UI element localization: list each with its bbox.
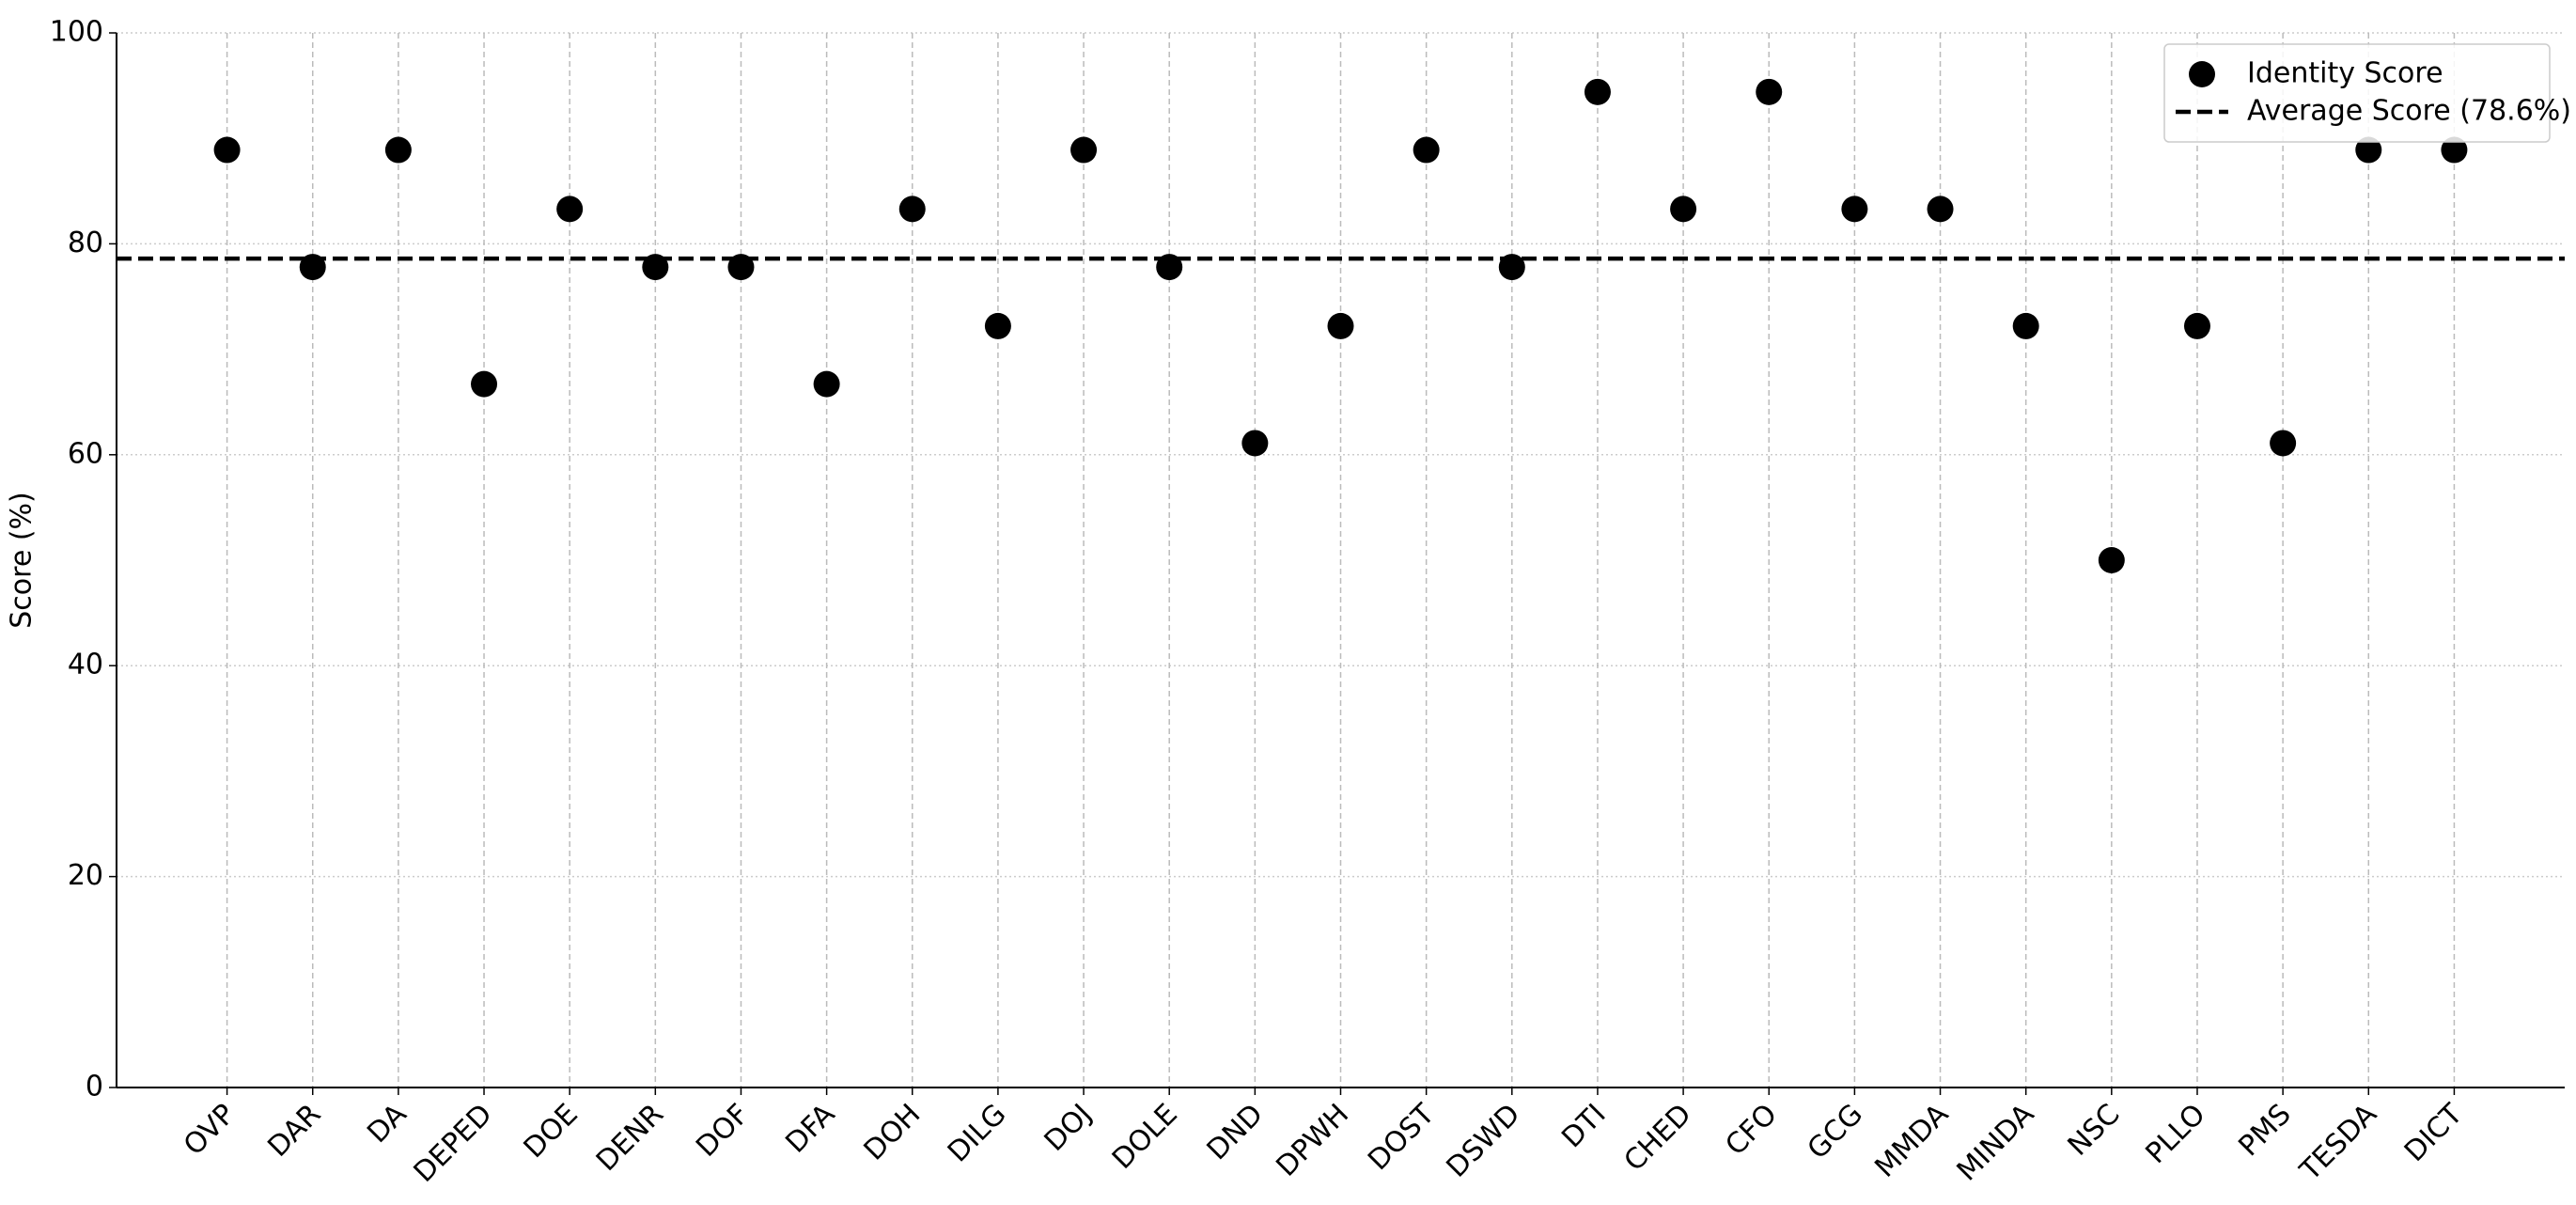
data-point (642, 254, 669, 281)
data-point (1327, 312, 1354, 339)
data-point (1927, 196, 1954, 223)
x-tick-label: PLLO (2140, 1098, 2212, 1170)
data-point (213, 136, 241, 164)
data-point (2270, 430, 2297, 457)
x-tick-label: TESDA (2293, 1098, 2383, 1188)
x-tick-label: DEPED (408, 1098, 499, 1189)
data-point (1584, 78, 1611, 105)
data-point (384, 136, 412, 164)
data-point (1756, 78, 1783, 105)
data-point (556, 196, 584, 223)
data-point (727, 254, 755, 281)
x-tick-label: DFA (779, 1098, 841, 1160)
x-tick-label: CFO (1719, 1098, 1783, 1162)
data-point (2183, 312, 2210, 339)
data-point (471, 370, 498, 398)
data-point (1498, 254, 1525, 281)
data-point (2441, 136, 2468, 164)
data-point (984, 312, 1011, 339)
data-point (1241, 430, 1269, 457)
x-tick-label: DAR (261, 1098, 327, 1164)
y-tick-label: 40 (68, 649, 103, 681)
x-tick-label: GCG (1802, 1098, 1869, 1166)
x-tick-label: DSWD (1441, 1098, 1527, 1184)
data-point (1156, 254, 1183, 281)
y-tick-label: 0 (86, 1071, 103, 1103)
data-point (1070, 136, 1098, 164)
data-point (813, 370, 840, 398)
x-tick-label: DOH (858, 1098, 928, 1167)
x-tick-label: DENR (590, 1098, 670, 1178)
x-tick-label: DND (1201, 1098, 1270, 1166)
x-tick-label: DOST (1362, 1097, 1442, 1177)
legend-marker (2189, 61, 2215, 87)
data-point (2012, 312, 2039, 339)
data-point (1841, 196, 1868, 223)
legend: Identity Score Average Score (78.6%) (2163, 43, 2571, 143)
x-tick-label: CHED (1618, 1098, 1698, 1178)
legend-label: Identity Score (2247, 57, 2443, 90)
y-tick-label: 60 (68, 437, 103, 470)
x-tick-label: DTI (1555, 1098, 1612, 1154)
y-tick-label: 80 (68, 227, 103, 259)
x-tick-label: DPWH (1270, 1098, 1355, 1183)
data-point (1670, 196, 1697, 223)
data-point (898, 196, 926, 223)
x-tick-label: DILG (942, 1098, 1013, 1169)
x-tick-label: MINDA (1951, 1098, 2041, 1188)
x-tick-label: DICT (2398, 1097, 2470, 1168)
x-tick-label: DA (361, 1098, 414, 1150)
data-point (299, 254, 326, 281)
x-tick-label: DOF (690, 1098, 756, 1164)
x-tick-label: OVP (178, 1098, 242, 1162)
y-axis-label: Score (%) (6, 492, 39, 628)
legend-box (2163, 43, 2551, 143)
data-point (2098, 547, 2125, 573)
x-tick-label: PMS (2232, 1098, 2297, 1163)
x-tick-label: MMDA (1868, 1098, 1955, 1184)
y-tick-label: 20 (68, 859, 103, 892)
y-tick-label: 100 (50, 16, 103, 49)
x-tick-label: NSC (2062, 1098, 2127, 1163)
data-point (2355, 136, 2382, 164)
x-tick-label: DOJ (1038, 1098, 1099, 1158)
x-tick-label: DOLE (1106, 1098, 1184, 1176)
legend-label: Average Score (78.6%) (2247, 95, 2571, 128)
data-point (1413, 136, 1440, 164)
x-tick-label: DOE (518, 1098, 585, 1165)
